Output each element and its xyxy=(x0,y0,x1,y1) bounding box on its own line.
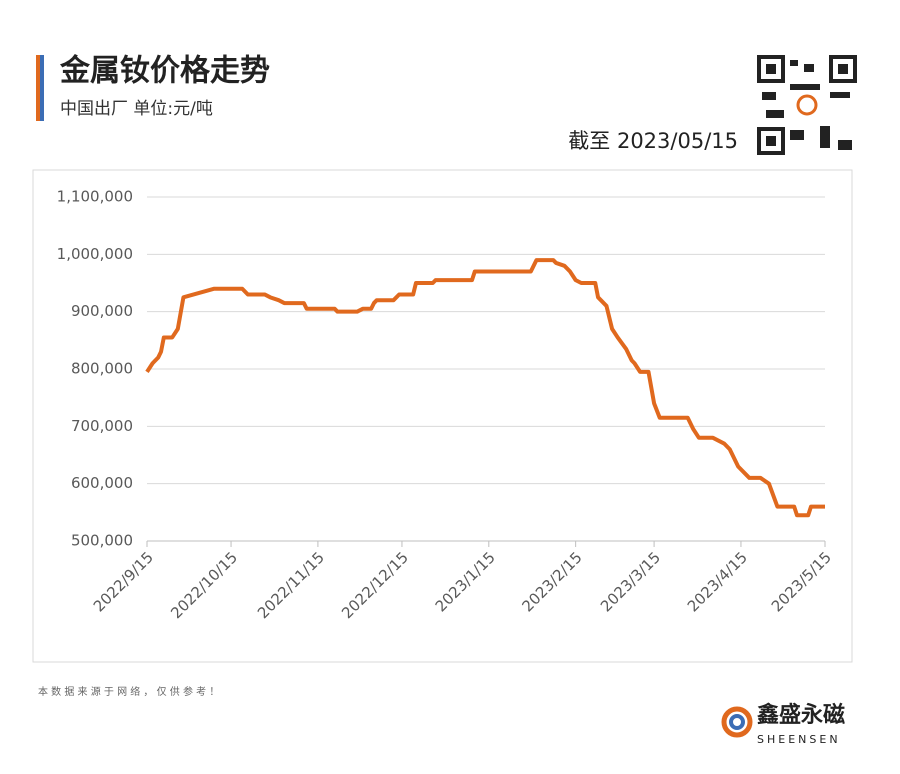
x-tick-label: 2023/3/15 xyxy=(597,548,664,615)
x-tick-label: 2022/12/15 xyxy=(338,548,412,622)
y-tick-label: 600,000 xyxy=(71,474,133,492)
y-tick-label: 800,000 xyxy=(71,360,133,378)
x-tick-label: 2023/2/15 xyxy=(519,548,586,615)
qr-code xyxy=(757,55,857,155)
chart-subtitle: 中国出厂 单位:元/吨 xyxy=(60,99,213,119)
x-tick-label: 2023/4/15 xyxy=(684,548,751,615)
x-tick-label: 2022/9/15 xyxy=(90,548,157,615)
brand-name: 鑫盛永磁 xyxy=(757,702,845,728)
y-tick-label: 1,000,000 xyxy=(57,245,133,263)
x-tick-label: 2023/5/15 xyxy=(768,548,835,615)
brand-logo xyxy=(721,706,753,738)
x-tick-label: 2023/1/15 xyxy=(432,548,499,615)
y-tick-label: 700,000 xyxy=(71,417,133,435)
y-tick-label: 1,100,000 xyxy=(57,188,133,206)
brand-name-en: SHEENSEN xyxy=(757,733,841,746)
chart-title: 金属钕价格走势 xyxy=(59,54,270,89)
x-tick-label: 2022/11/15 xyxy=(254,548,328,622)
footnote: 本 数 据 来 源 于 网 络 ， 仅 供 参 考 ！ xyxy=(38,685,219,698)
y-tick-label: 500,000 xyxy=(71,532,133,550)
y-tick-label: 900,000 xyxy=(71,302,133,320)
price-line xyxy=(145,258,825,518)
plot-frame xyxy=(32,169,853,663)
accent-bar xyxy=(36,55,40,121)
date-note: 截至 2023/05/15 xyxy=(568,129,738,153)
x-tick-label: 2022/10/15 xyxy=(167,548,241,622)
accent-bar xyxy=(40,55,44,121)
